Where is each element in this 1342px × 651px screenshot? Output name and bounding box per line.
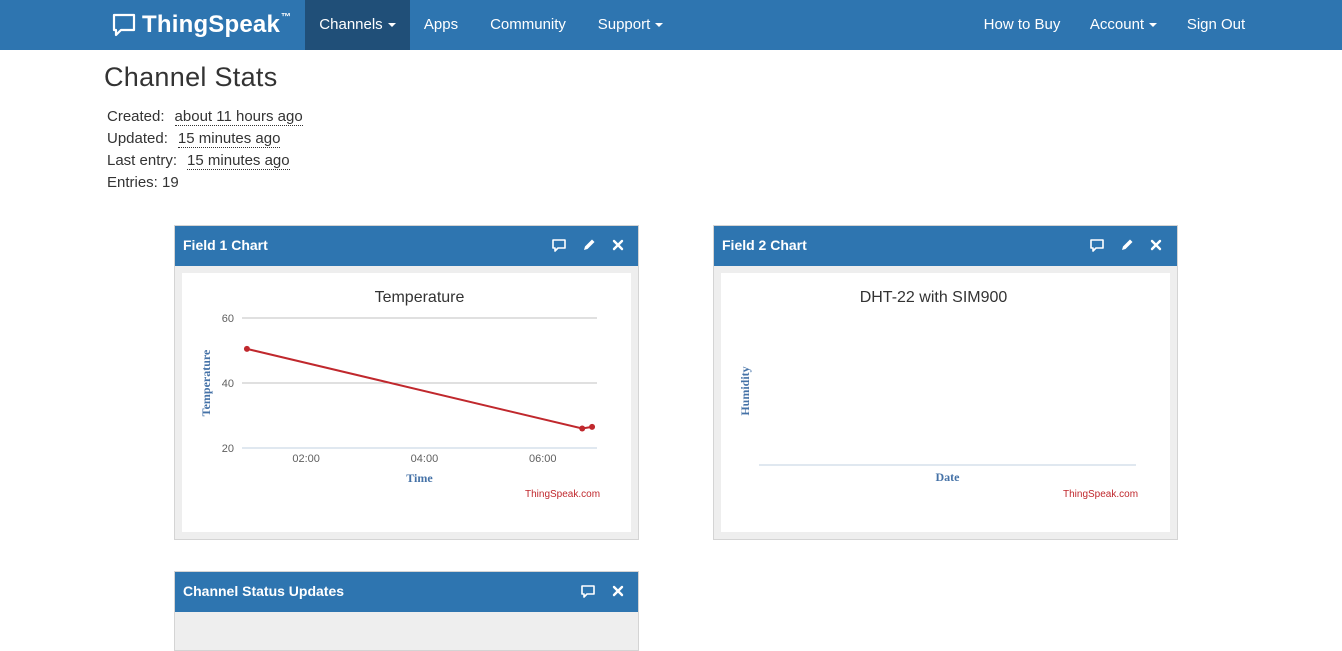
- stat-entries-value: 19: [162, 174, 179, 191]
- brand-name: ThingSpeak: [142, 11, 281, 38]
- brand-trademark: ™: [281, 11, 292, 23]
- nav-account[interactable]: Account: [1076, 0, 1171, 50]
- nav-community-label: Community: [490, 16, 566, 33]
- nav-account-label: Account: [1089, 16, 1145, 33]
- top-navbar: ThingSpeak ™ Channels Apps Community Supp…: [0, 0, 1342, 50]
- x-tick-label: 04:00: [411, 453, 439, 465]
- close-icon[interactable]: [610, 583, 626, 599]
- panel-header: Channel Status Updates: [175, 572, 638, 612]
- x-axis-title: Time: [406, 471, 433, 485]
- nav-sign-out-label: Sign Out: [1186, 16, 1246, 33]
- panel-title: Field 2 Chart: [722, 237, 807, 253]
- x-axis-title: Date: [936, 470, 961, 484]
- chart-title: DHT-22 with SIM900: [860, 289, 1008, 306]
- pencil-icon[interactable]: [581, 237, 597, 253]
- comment-icon[interactable]: [580, 583, 596, 599]
- comment-icon[interactable]: [551, 237, 567, 253]
- nav-support[interactable]: Support: [583, 0, 678, 50]
- temperature-chart: Temperature 20 40 60 02:00 04:00 06:00 Time Temp…: [199, 289, 597, 485]
- nav-how-to-buy-label: How to Buy: [983, 16, 1061, 33]
- stat-created: Created: about 11 hours ago: [107, 108, 303, 126]
- data-point: [589, 423, 596, 430]
- nav-how-to-buy[interactable]: How to Buy: [970, 0, 1074, 50]
- caret-down-icon: [655, 23, 664, 28]
- chart-area: Temperature 20 40 60 02:00 04:00 06:00 Time Temp…: [182, 273, 631, 532]
- data-point: [243, 345, 250, 352]
- data-point: [579, 425, 586, 432]
- chart-area: DHT-22 with SIM900 Date Humidity ThingSpea…: [721, 273, 1170, 532]
- x-tick-label: 02:00: [292, 453, 320, 465]
- caret-down-icon: [1149, 23, 1158, 28]
- panel-title: Field 1 Chart: [183, 237, 268, 253]
- stat-last-entry-value: 15 minutes ago: [187, 152, 290, 170]
- chart-credit-link[interactable]: ThingSpeak.com: [525, 489, 601, 500]
- stat-updated-value: 15 minutes ago: [177, 130, 281, 148]
- close-icon[interactable]: [610, 237, 626, 253]
- stat-updated-label: Updated:: [107, 130, 168, 147]
- stat-entries: Entries: 19: [107, 174, 179, 191]
- nav-sign-out[interactable]: Sign Out: [1174, 0, 1258, 50]
- nav-support-label: Support: [597, 16, 651, 33]
- stat-created-value: about 11 hours ago: [174, 108, 303, 126]
- nav-apps-label: Apps: [423, 16, 459, 33]
- brand-logo[interactable]: ThingSpeak ™: [112, 9, 291, 41]
- page-title: Channel Stats: [104, 62, 278, 92]
- comment-icon[interactable]: [1089, 237, 1105, 253]
- stat-entries-label: Entries:: [107, 174, 158, 191]
- y-axis-title: Humidity: [738, 366, 752, 415]
- panel-header: Field 1 Chart: [175, 226, 638, 266]
- pencil-icon[interactable]: [1119, 237, 1135, 253]
- chart-title: Temperature: [375, 289, 465, 306]
- nav-channels[interactable]: Channels: [305, 0, 410, 50]
- y-axis-title: Temperature: [199, 349, 213, 416]
- stat-created-label: Created:: [107, 108, 165, 125]
- humidity-chart: DHT-22 with SIM900 Date Humidity: [738, 289, 1136, 484]
- chart-credit-link[interactable]: ThingSpeak.com: [1063, 489, 1139, 500]
- series-line: [246, 347, 593, 430]
- panel-header: Field 2 Chart: [714, 226, 1177, 266]
- field2-chart-panel: Field 2 Chart DHT-22 with SIM900 Date Humi…: [713, 225, 1178, 540]
- nav-community[interactable]: Community: [474, 0, 582, 50]
- caret-down-icon: [387, 23, 396, 28]
- nav-apps[interactable]: Apps: [410, 0, 472, 50]
- y-tick-label: 40: [222, 378, 234, 390]
- stat-last-entry-label: Last entry:: [107, 152, 178, 169]
- channel-status-panel: Channel Status Updates: [174, 571, 639, 651]
- x-tick-label: 06:00: [529, 453, 557, 465]
- nav-channels-label: Channels: [319, 16, 383, 33]
- close-icon[interactable]: [1148, 237, 1164, 253]
- stat-last-entry: Last entry: 15 minutes ago: [107, 152, 290, 170]
- panel-title: Channel Status Updates: [183, 583, 345, 599]
- speech-bubble-logo-icon: [112, 13, 136, 37]
- y-tick-label: 20: [222, 443, 234, 455]
- y-tick-label: 60: [222, 313, 234, 325]
- stat-updated: Updated: 15 minutes ago: [107, 130, 281, 148]
- field1-chart-panel: Field 1 Chart Temperature 20 40 60 02:00 04:0…: [174, 225, 639, 540]
